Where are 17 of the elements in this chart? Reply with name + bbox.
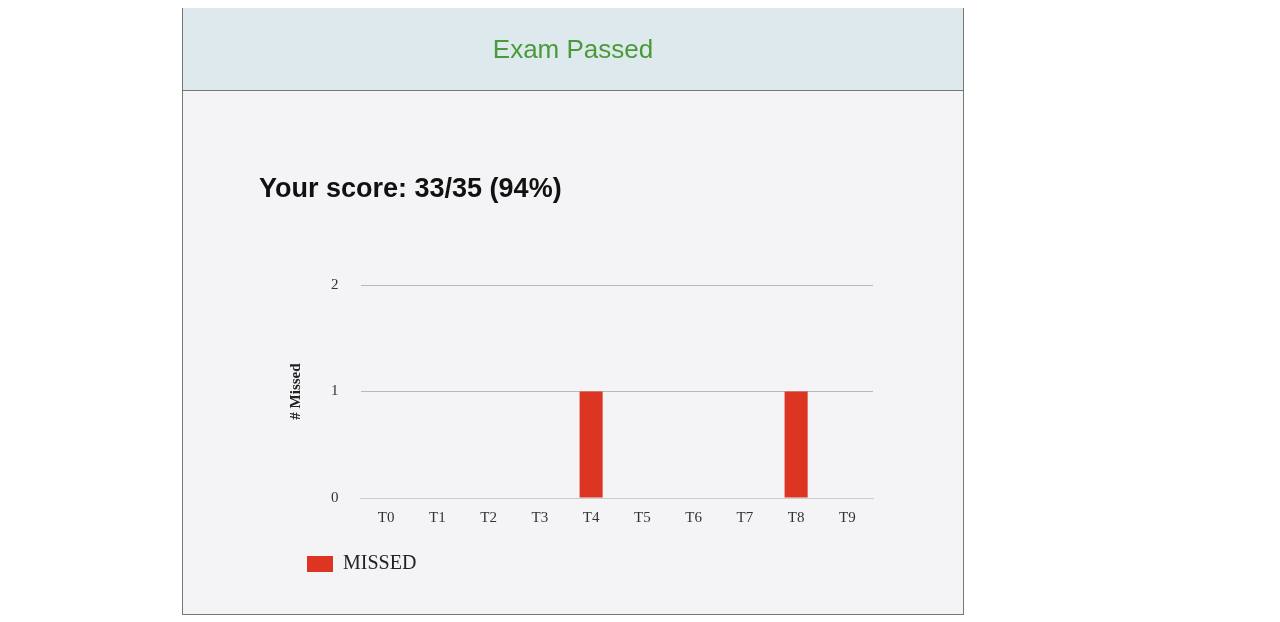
x-tick-label: T5 <box>634 508 651 525</box>
y-tick-label: 1 <box>331 382 339 399</box>
y-tick-label: 2 <box>331 275 339 292</box>
legend-label: MISSED <box>343 551 417 574</box>
x-tick-label: T7 <box>736 508 754 525</box>
y-axis-title: # Missed <box>286 362 303 420</box>
x-tick-label: T6 <box>685 508 703 525</box>
x-tick-label: T4 <box>582 508 600 525</box>
x-tick-label: T1 <box>429 508 446 525</box>
x-tick-label: T0 <box>377 508 395 525</box>
x-tick-label: T2 <box>480 508 497 525</box>
x-tick-label: T9 <box>839 508 856 525</box>
x-tick-label: T3 <box>531 508 549 525</box>
chart-subtitle: Your score: 33/35 (94%) <box>259 173 563 204</box>
y-tick-label: 0 <box>331 488 339 505</box>
x-tick-label: T8 <box>787 508 805 525</box>
chart-title: Exam Passed <box>183 8 963 91</box>
